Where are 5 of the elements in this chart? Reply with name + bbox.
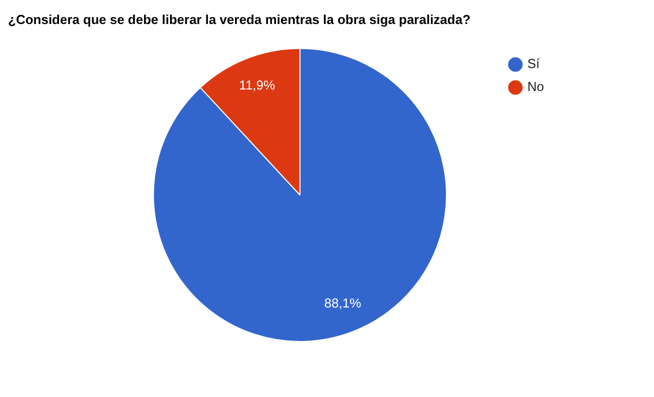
data-label: 88,1% (324, 296, 362, 311)
chart-title: ¿Considera que se debe liberar la vereda mientras la obra siga paralizada? (7, 11, 472, 29)
legend-label: No (527, 79, 544, 94)
data-label: 11,9% (239, 77, 276, 92)
legend-label: Sí (527, 56, 540, 72)
